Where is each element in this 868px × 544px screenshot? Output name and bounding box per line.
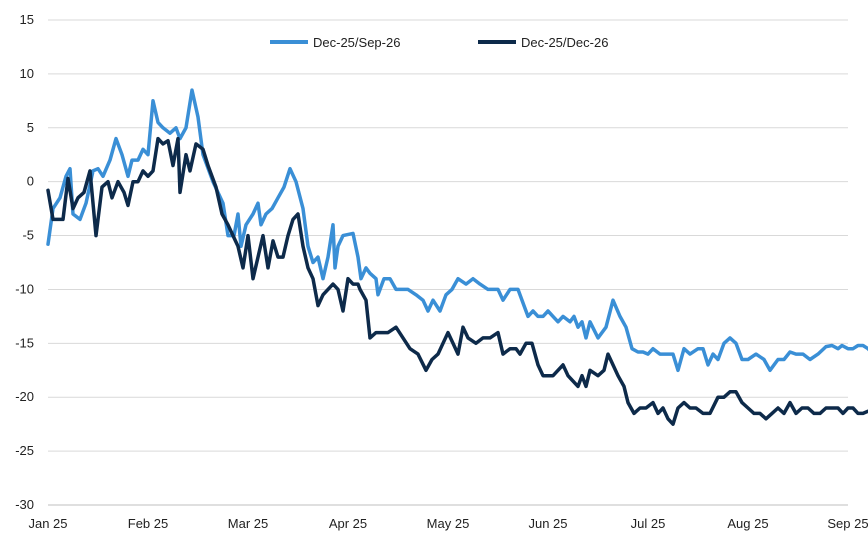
legend-label: Dec-25/Sep-26 [313,35,400,50]
x-tick-label: May 25 [427,516,470,531]
series-line-dec25-sep26 [46,88,868,373]
y-tick-label: 15 [20,12,34,27]
legend-entry: Dec-25/Sep-26 [270,35,400,50]
y-tick-label: -25 [15,443,34,458]
x-tick-label: Feb 25 [128,516,168,531]
x-tick-label: Aug 25 [727,516,768,531]
y-tick-label: -10 [15,281,34,296]
series-line-dec25-dec26 [46,136,868,426]
y-tick-label: 5 [27,120,34,135]
gridlines [48,19,848,452]
y-tick-label: -5 [22,228,34,243]
legend-label: Dec-25/Dec-26 [521,35,608,50]
x-tick-label: Sep 25 [827,516,868,531]
legend-entry: Dec-25/Dec-26 [478,35,608,50]
y-tick-label: -15 [15,335,34,350]
x-tick-label: Jan 25 [28,516,67,531]
series-lines [46,88,868,426]
y-tick-label: 10 [20,66,34,81]
y-tick-label: -30 [15,497,34,512]
x-tick-label: Jun 25 [528,516,567,531]
x-tick-label: Apr 25 [329,516,367,531]
y-tick-label: -20 [15,389,34,404]
x-axis-ticks: Jan 25 Feb 25 Mar 25 Apr 25 May 25 Jun 25 Jul … [28,516,868,531]
x-tick-label: Mar 25 [228,516,268,531]
y-tick-label: 0 [27,174,34,189]
legend: Dec-25/Sep-26 Dec-25/Dec-26 [270,35,608,50]
y-axis-ticks: 15 10 5 0 -5 -10 -15 -20 -25 -30 [15,12,34,512]
x-tick-label: Jul 25 [631,516,666,531]
